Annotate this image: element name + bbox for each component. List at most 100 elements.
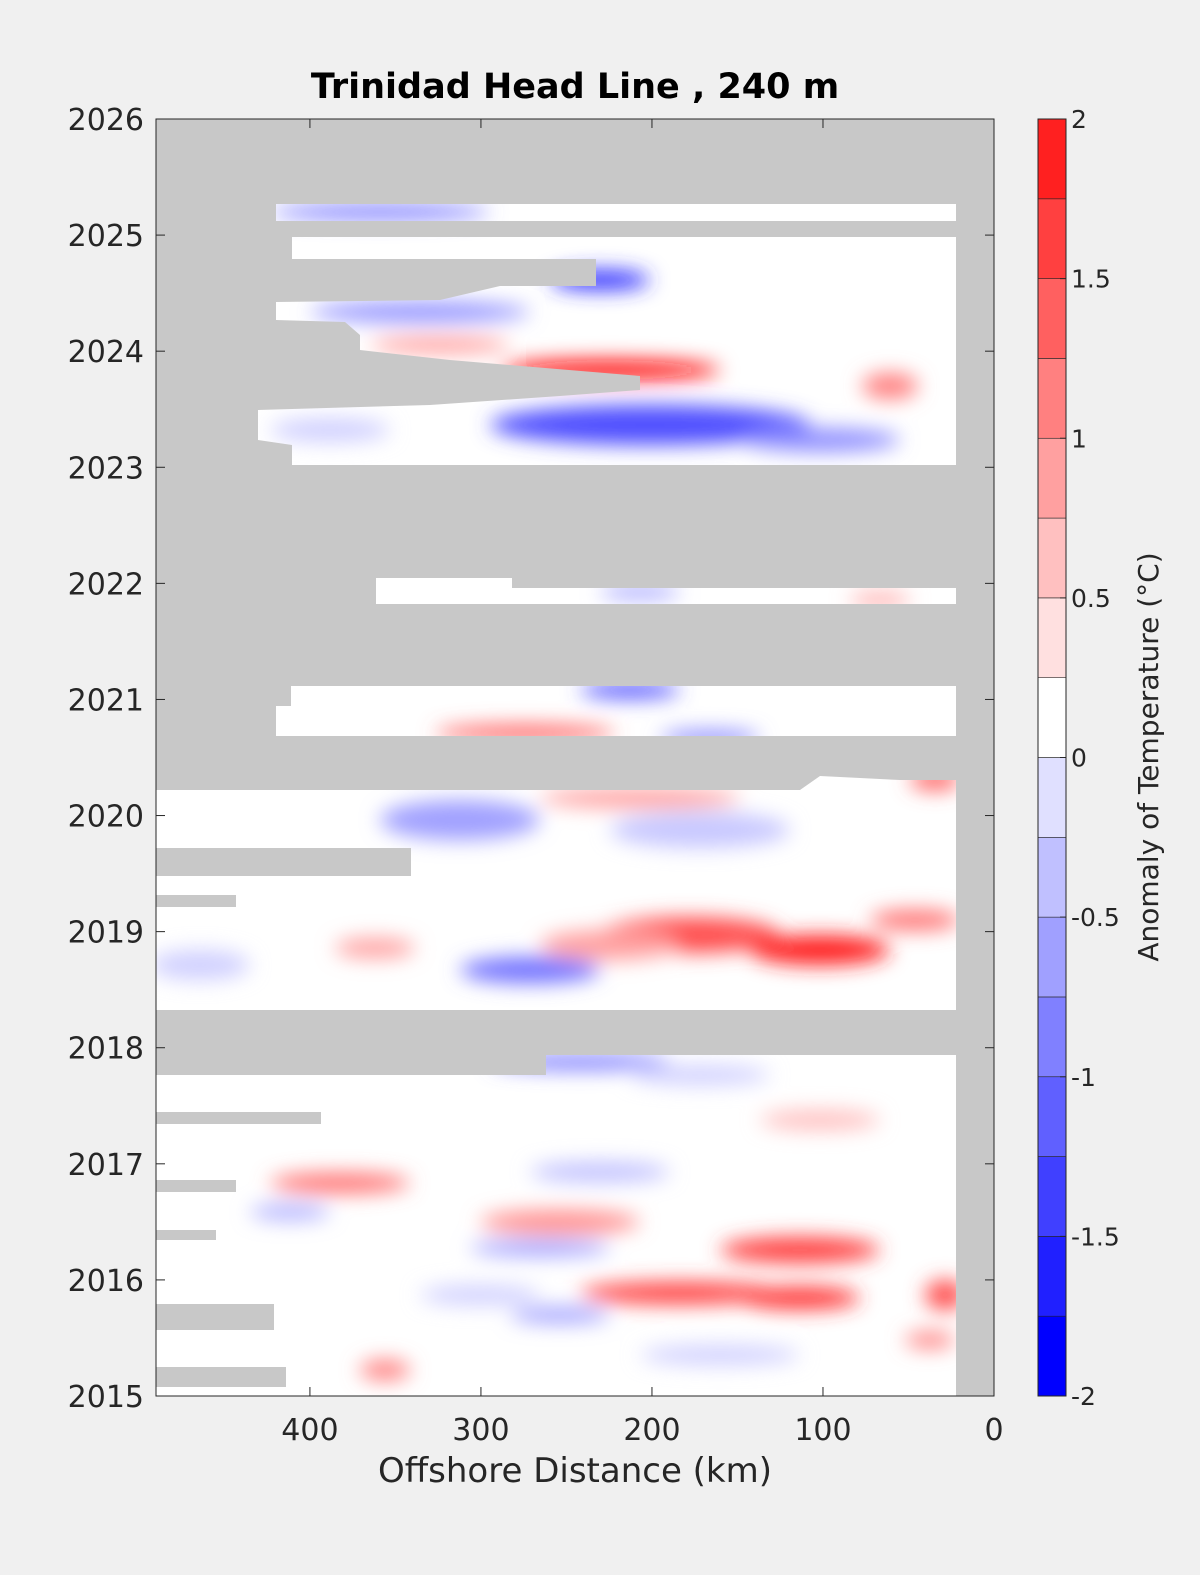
anomaly-patch (540, 930, 680, 960)
no-data-region (156, 237, 292, 259)
axes: 400 300 200 100 0 2015 2016 2017 2018 2019 2020 202… (68, 103, 1004, 1448)
no-data-region (156, 736, 994, 800)
no-data-region (156, 895, 236, 907)
colorbar-tick-label: -1 (1071, 1063, 1096, 1092)
colorbar-band (1037, 1156, 1067, 1237)
chart-title: Trinidad Head Line , 240 m (311, 67, 839, 107)
anomaly-patch (925, 1280, 965, 1310)
anomaly-patch (420, 1285, 540, 1305)
no-data-region (156, 706, 276, 736)
colorbar-band (1037, 1315, 1067, 1397)
no-data-region (156, 204, 276, 221)
colorbar-band (1037, 278, 1067, 359)
no-data-regions (156, 119, 994, 1396)
no-data-region (512, 578, 994, 588)
y-tick-label: 2025 (68, 219, 144, 254)
y-tick-label: 2020 (68, 800, 144, 835)
anomaly-patch (270, 205, 490, 219)
anomaly-field (156, 205, 965, 1380)
y-tick-label: 2022 (68, 567, 144, 602)
anomaly-patch (580, 1282, 780, 1304)
colorbar-tick-label: 0.5 (1071, 584, 1111, 613)
y-tick-label: 2017 (68, 1148, 144, 1183)
anomaly-patch (740, 428, 900, 452)
no-data-region (156, 1055, 546, 1075)
colorbar-band (1037, 1076, 1067, 1157)
x-tick-label: 300 (452, 1413, 509, 1448)
anomaly-patch (640, 1345, 800, 1365)
anomaly-patch (335, 938, 415, 958)
anomaly-patch (630, 1065, 770, 1085)
x-tick-label: 100 (794, 1413, 851, 1448)
anomaly-patch (510, 1307, 610, 1323)
no-data-region (156, 221, 994, 237)
no-data-region (156, 286, 640, 465)
x-tick-label: 400 (281, 1413, 338, 1448)
no-data-region (156, 1367, 286, 1387)
no-data-region (156, 1304, 274, 1330)
no-data-region (956, 119, 994, 1396)
colorbar-band (1037, 118, 1067, 200)
y-tick-label: 2016 (68, 1264, 144, 1299)
x-axis-label: Offshore Distance (km) (378, 1451, 772, 1491)
y-tick-label: 2015 (68, 1380, 144, 1415)
y-tick-label: 2023 (68, 451, 144, 486)
y-tick-label: 2024 (68, 335, 144, 370)
anomaly-patch (370, 338, 510, 352)
anomaly-patch (905, 1332, 955, 1348)
colorbar-band (1037, 1236, 1067, 1317)
anomaly-patch (530, 1162, 670, 1182)
no-data-region (156, 604, 994, 686)
colorbar-label: Anomaly of Temperature (°C) (1132, 552, 1165, 961)
anomaly-patch (250, 1204, 330, 1220)
colorbar-tick-label: 0 (1071, 744, 1087, 773)
colorbar: 2 1.5 1 0.5 0 -0.5 -1 -1.5 -2 (1037, 105, 1120, 1411)
x-tick-label: 200 (623, 1413, 680, 1448)
no-data-region (156, 1180, 236, 1192)
anomaly-patch (490, 405, 810, 445)
colorbar-band (1037, 996, 1067, 1078)
colorbar-band (1037, 437, 1067, 519)
colorbar-band (1037, 837, 1067, 918)
no-data-region (156, 848, 411, 876)
plot-frame (155, 118, 995, 1397)
no-data-region (156, 1010, 994, 1055)
colorbar-tick-label: -1.5 (1071, 1222, 1120, 1251)
y-tick-label: 2018 (68, 1032, 144, 1067)
y-tick-label: 2026 (68, 103, 144, 138)
x-tick-label: 0 (984, 1413, 1003, 1448)
anomaly-patch (720, 1237, 880, 1263)
no-data-region (156, 465, 994, 578)
colorbar-tick-label: 1 (1071, 424, 1087, 453)
colorbar-tick-label: 1.5 (1071, 265, 1111, 294)
anomaly-patch (156, 950, 250, 980)
anomaly-patch (862, 373, 918, 399)
colorbar-band (1037, 597, 1067, 678)
anomaly-patch (380, 800, 540, 840)
colorbar-tick-label: 2 (1071, 105, 1087, 134)
colorbar-band (1037, 517, 1067, 599)
anomaly-patch (870, 910, 960, 930)
anomaly-patch (270, 418, 390, 442)
anomaly-patch (360, 1360, 410, 1380)
no-data-region (156, 1112, 321, 1124)
colorbar-band (1037, 677, 1067, 758)
colorbar-band (1037, 916, 1067, 998)
colorbar-band (1037, 358, 1067, 439)
anomaly-patch (540, 788, 740, 808)
anomaly-patch (460, 957, 600, 983)
anomaly-patch (480, 1210, 640, 1234)
no-data-region (156, 686, 291, 706)
anomaly-patch (760, 1110, 880, 1130)
y-tick-label: 2021 (68, 683, 144, 718)
no-data-region (156, 578, 376, 604)
colorbar-tick-label: -0.5 (1071, 903, 1120, 932)
anomaly-patch (740, 1287, 860, 1309)
colorbar-band (1037, 198, 1067, 279)
anomaly-patch (470, 1240, 610, 1256)
anomaly-patch (750, 935, 890, 965)
no-data-region (156, 259, 596, 286)
plot-area (156, 119, 994, 1396)
no-data-region (156, 119, 994, 204)
